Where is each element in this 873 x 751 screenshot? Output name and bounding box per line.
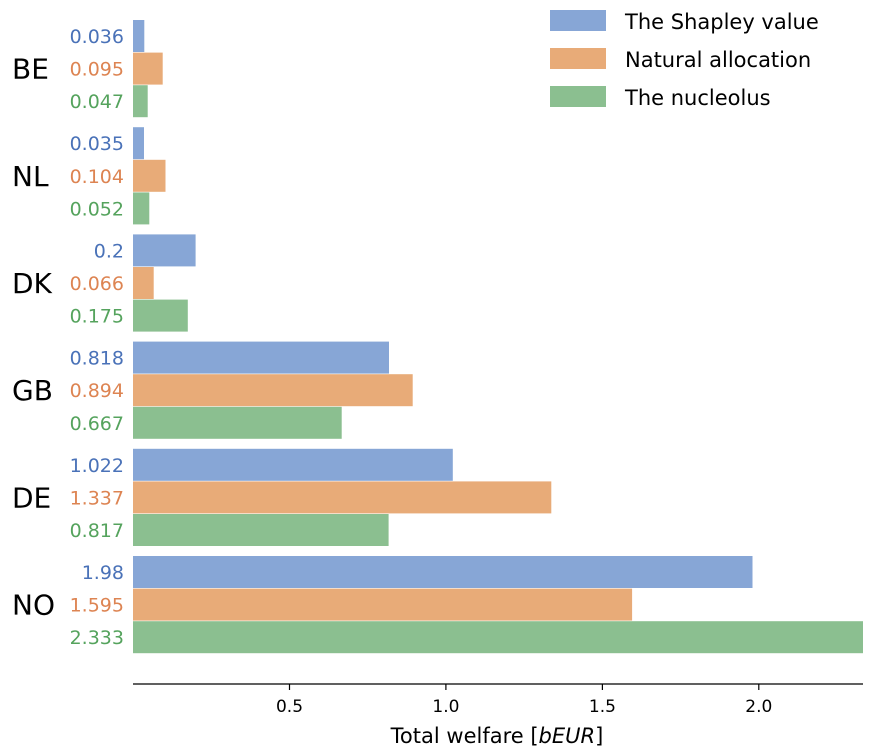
- category-label-de: DE: [12, 481, 51, 514]
- value-label-nl-1: 0.035: [70, 133, 124, 155]
- value-label-gb-3: 0.667: [70, 413, 124, 435]
- bar-no-2: [133, 588, 633, 621]
- legend-label-1: The Shapley value: [624, 10, 819, 34]
- bar-dk-2: [133, 267, 154, 299]
- value-label-dk-1: 0.2: [94, 240, 124, 262]
- value-label-no-2: 1.595: [70, 595, 124, 617]
- legend-label-2: Natural allocation: [625, 48, 811, 72]
- value-label-be-2: 0.095: [70, 59, 124, 81]
- bar-dk-1: [133, 234, 196, 267]
- value-label-nl-2: 0.104: [70, 166, 124, 188]
- bar-de-3: [133, 514, 389, 546]
- category-label-no: NO: [12, 589, 55, 622]
- legend-swatch-3: [550, 86, 606, 107]
- x-tick-label-2: 1.0: [432, 697, 459, 717]
- bar-dk-3: [133, 299, 188, 332]
- value-label-dk-3: 0.175: [70, 306, 124, 328]
- legend-swatch-1: [550, 10, 606, 31]
- x-axis: 0.5 1.0 1.5 2.0: [133, 683, 863, 717]
- bar-nl-1: [133, 127, 144, 160]
- bar-gb-2: [133, 374, 413, 407]
- value-label-de-1: 1.022: [70, 455, 124, 477]
- legend-label-3: The nucleolus: [624, 86, 771, 110]
- bar-be-2: [133, 52, 163, 85]
- value-label-de-3: 0.817: [70, 520, 124, 542]
- value-label-be-3: 0.047: [70, 91, 124, 113]
- bar-de-2: [133, 481, 552, 514]
- category-label-be: BE: [12, 53, 49, 86]
- bar-nl-2: [133, 159, 166, 192]
- value-label-nl-3: 0.052: [70, 198, 124, 220]
- value-label-dk-2: 0.066: [70, 273, 124, 295]
- value-label-gb-1: 0.818: [70, 348, 124, 370]
- value-label-be-1: 0.036: [70, 26, 124, 48]
- legend: The Shapley value Natural allocation The n…: [550, 10, 819, 110]
- bar-no-1: [133, 556, 753, 588]
- bar-be-3: [133, 85, 148, 118]
- category-labels-layer: BE NL DK GB DE NO: [12, 53, 55, 622]
- category-label-nl: NL: [12, 160, 49, 193]
- value-labels-layer: 0.036 0.095 0.047 0.035 0.104 0.052 0.2 0.066 0.…: [70, 26, 124, 649]
- x-tick-label-3: 1.5: [589, 697, 616, 717]
- x-tick-label-1: 0.5: [276, 697, 303, 717]
- bar-gb-1: [133, 341, 389, 374]
- x-tick-label-4: 2.0: [745, 697, 772, 717]
- legend-swatch-2: [550, 48, 606, 69]
- x-axis-label: Total welfare [bEUR]: [390, 724, 604, 748]
- category-label-gb: GB: [12, 374, 53, 407]
- bar-de-1: [133, 448, 453, 481]
- bar-no-3: [133, 621, 863, 654]
- category-label-dk: DK: [12, 267, 53, 300]
- value-label-no-1: 1.98: [82, 562, 124, 584]
- bar-nl-3: [133, 192, 150, 225]
- value-label-gb-2: 0.894: [70, 380, 124, 402]
- bar-gb-3: [133, 406, 342, 439]
- value-label-no-3: 2.333: [70, 627, 124, 649]
- bars-layer: [133, 20, 863, 654]
- value-label-de-2: 1.337: [70, 487, 124, 509]
- bar-be-1: [133, 20, 145, 52]
